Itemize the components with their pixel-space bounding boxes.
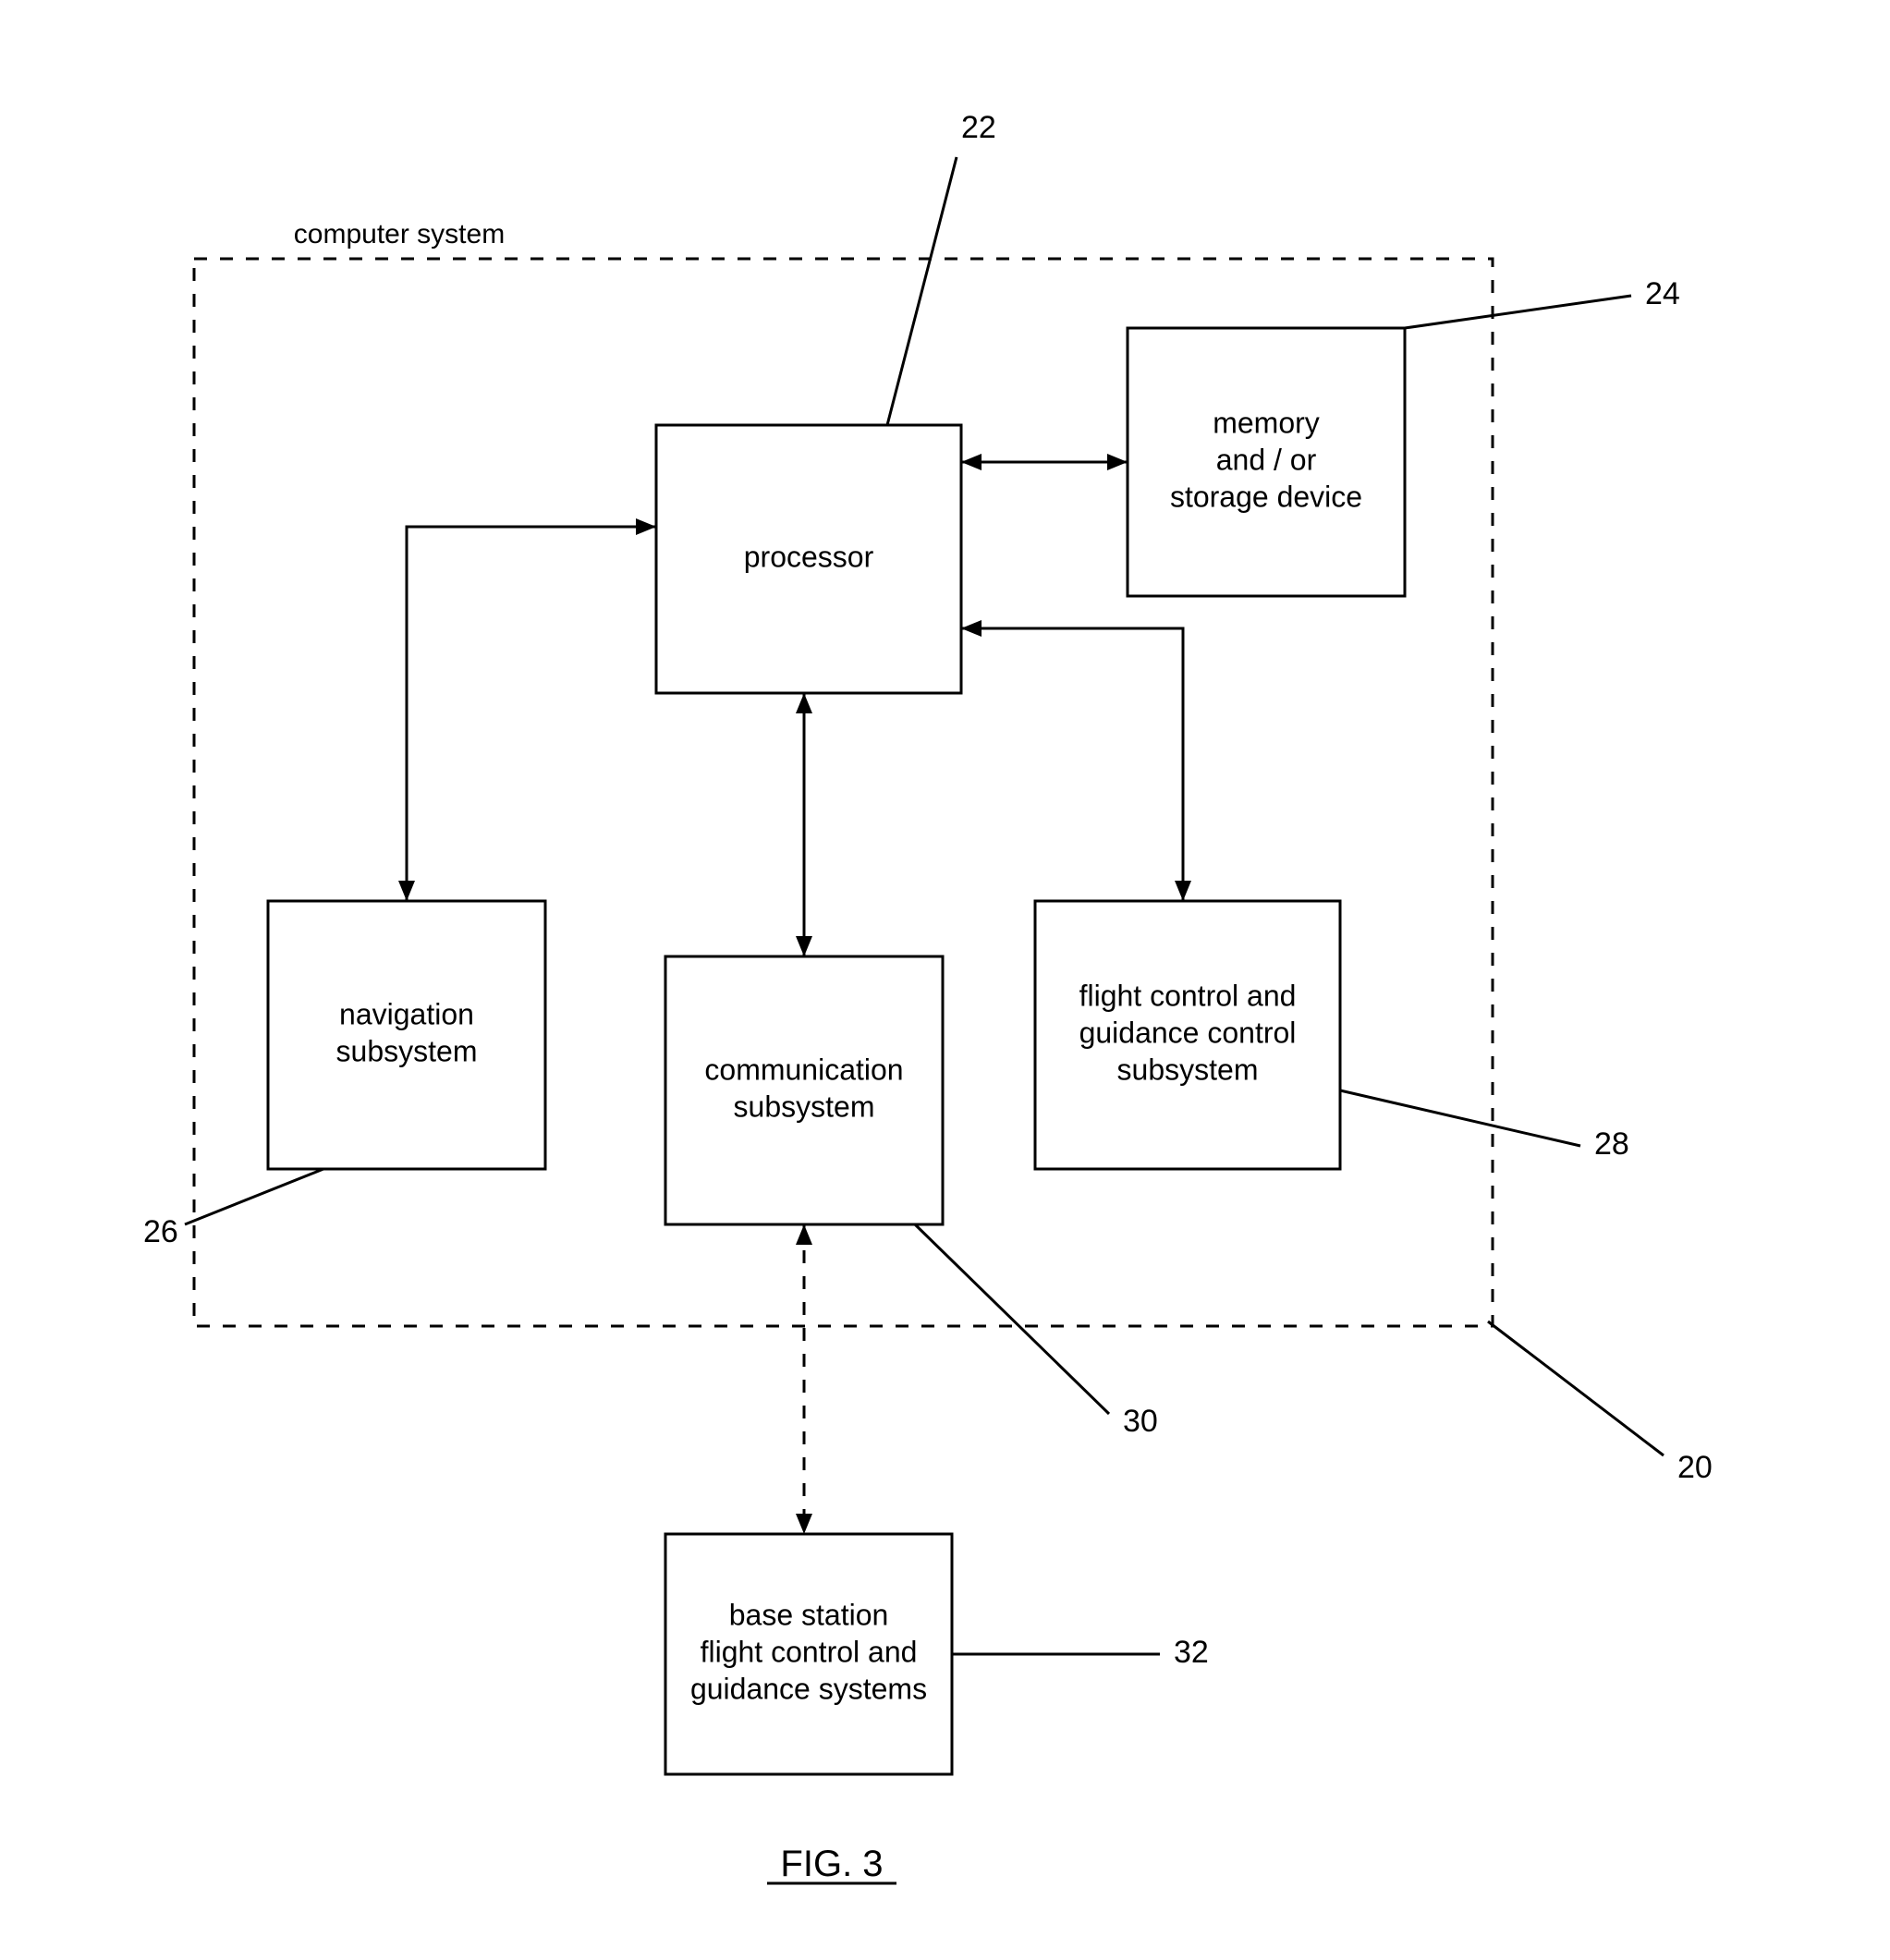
memory-label-line-1: and / or <box>1216 443 1317 476</box>
leader-22: 22 <box>887 110 996 425</box>
ref-32: 32 <box>1174 1635 1209 1670</box>
leader-24: 24 <box>1405 276 1680 328</box>
navigation-box: navigation subsystem <box>268 901 545 1169</box>
ref-24: 24 <box>1645 276 1680 311</box>
ref-30: 30 <box>1123 1404 1158 1439</box>
base-station-box: base station flight control and guidance s… <box>665 1534 952 1774</box>
processor-label-line-0: processor <box>744 540 874 573</box>
navigation-label-line-1: subsystem <box>336 1034 478 1067</box>
ref-22: 22 <box>961 110 996 145</box>
base-station-label-line-1: flight control and <box>701 1635 918 1668</box>
processor-box: processor <box>656 425 961 693</box>
arrow-processor-communication <box>796 693 812 956</box>
memory-label-line-2: storage device <box>1170 480 1362 513</box>
ref-20: 20 <box>1677 1450 1713 1485</box>
flight-control-label-line-0: flight control and <box>1079 979 1297 1012</box>
navigation-label-line-0: navigation <box>339 997 474 1030</box>
ref-28: 28 <box>1594 1126 1629 1162</box>
flight-control-box: flight control and guidance control subsys… <box>1035 901 1340 1169</box>
memory-box: memory and / or storage device <box>1128 328 1405 596</box>
flight-control-label-line-1: guidance control <box>1079 1016 1297 1049</box>
leader-20: 20 <box>1488 1321 1713 1485</box>
communication-label-line-0: communication <box>704 1053 903 1086</box>
communication-box: communication subsystem <box>665 956 943 1224</box>
leader-28: 28 <box>1340 1090 1629 1162</box>
leader-26: 26 <box>143 1169 323 1249</box>
memory-label-line-0: memory <box>1213 406 1320 439</box>
flight-control-label-line-2: subsystem <box>1117 1053 1259 1086</box>
arrow-processor-flightcontrol <box>961 620 1191 901</box>
communication-label-line-1: subsystem <box>734 1090 875 1123</box>
computer-system-label: computer system <box>294 219 505 250</box>
leader-30: 30 <box>915 1224 1158 1439</box>
ref-26: 26 <box>143 1214 178 1249</box>
arrow-processor-memory <box>961 454 1128 470</box>
arrow-processor-navigation <box>398 518 656 901</box>
base-station-label-line-0: base station <box>729 1598 889 1631</box>
base-station-label-line-2: guidance systems <box>690 1672 927 1705</box>
arrow-communication-basestation <box>796 1224 812 1534</box>
leader-32: 32 <box>952 1635 1209 1670</box>
figure-caption: FIG. 3 <box>780 1844 883 1884</box>
